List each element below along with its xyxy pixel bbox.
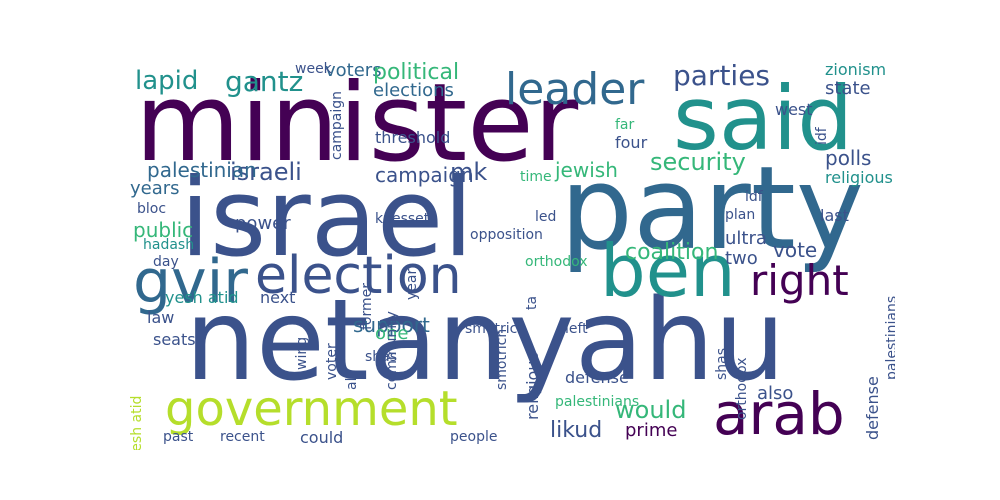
word-bank: knesset: [375, 211, 430, 227]
word-past: last: [820, 206, 849, 225]
word-coalition: coalition: [625, 240, 719, 265]
word-voter: year: [404, 268, 420, 300]
word-could: two: [725, 248, 758, 269]
word-former: community: [384, 311, 400, 390]
word-people: plan: [725, 207, 756, 223]
word-public: campaign: [375, 163, 474, 187]
word-ultra: west: [775, 100, 813, 119]
word-palestinian: next: [260, 288, 296, 307]
word-security: security: [650, 148, 746, 176]
word-opposition: shas: [714, 347, 730, 380]
word-threshold: zionism: [825, 60, 887, 79]
word-day: law: [147, 308, 175, 327]
word-israeli: israeli: [230, 158, 302, 186]
word-arab: arab: [713, 380, 845, 448]
word-vote: vote: [773, 238, 818, 262]
word-form: left: [565, 321, 588, 337]
word-ben: ben: [600, 229, 736, 313]
word-defense: defense: [863, 376, 882, 440]
word-likud: likud: [550, 418, 603, 443]
word-smotrich: could: [300, 428, 344, 447]
word-zionism: religious: [825, 168, 893, 187]
word-would: would: [615, 396, 687, 424]
word-jewish: jewish: [555, 158, 618, 182]
word-right: right: [750, 256, 849, 305]
word-two: idf: [814, 127, 830, 145]
word-ta: led: [535, 209, 557, 225]
word-week: day: [153, 254, 179, 270]
word-plan: far: [615, 117, 635, 133]
word-netanyahu: netanyahu: [185, 276, 786, 406]
word-voters: voters: [325, 60, 382, 81]
word-palestinians: palestinians: [884, 295, 895, 380]
word-turnout: former: [359, 282, 375, 330]
word-campaign: campaign: [329, 90, 345, 160]
word-yesh-atid: yesh atid: [129, 395, 145, 450]
word-support: bloc: [137, 201, 167, 217]
word-religious: religious: [523, 352, 542, 420]
word-west: hadash: [143, 237, 195, 253]
word-bloc: public: [133, 218, 194, 242]
word-said: said: [673, 67, 854, 170]
word-police: wing: [294, 336, 310, 370]
word-recent: idf: [745, 189, 763, 205]
word-far: palestinian: [147, 158, 257, 182]
word-idf: four: [615, 133, 648, 152]
word-al: shas: [365, 349, 398, 365]
word-israel: israel: [180, 156, 474, 281]
word-prime: prime: [625, 420, 678, 441]
word-next: seats: [153, 330, 196, 349]
word-led: past: [163, 429, 194, 445]
word-one: power: [235, 213, 291, 234]
word-elections: elections: [373, 80, 454, 101]
word-gantz: gantz: [225, 65, 304, 98]
word-election: election: [255, 246, 462, 306]
word-cloud: minister said israel party netanyahu ben…: [125, 60, 895, 450]
word-political: political: [373, 60, 460, 85]
word-state: state: [825, 78, 871, 99]
word-lapid: lapid: [135, 66, 199, 96]
word-even: orthodox: [525, 254, 588, 270]
word-wing: voter: [324, 343, 340, 380]
word-seats: support: [353, 313, 430, 337]
word-hadash: yesh atid: [165, 288, 239, 307]
word-minister: minister: [135, 61, 579, 186]
word-polls: polls: [825, 146, 872, 170]
word-voting: ta: [524, 295, 540, 310]
word-law: one: [375, 323, 409, 344]
word-last: ultra: [725, 228, 767, 249]
word-leader: leader: [505, 64, 645, 115]
word-power: years: [130, 178, 180, 199]
word-government: government: [165, 381, 458, 437]
word-may: defense: [565, 368, 629, 387]
word-orthodox: people: [450, 429, 498, 445]
word-shas: orthodox: [734, 357, 750, 420]
word-gvir: gvir: [133, 247, 248, 317]
word-time: threshold: [375, 128, 451, 147]
word-years: time: [520, 169, 552, 185]
word-knesset: smotrich: [494, 328, 510, 390]
word-year: smotrich: [465, 321, 527, 337]
word-parties: parties: [673, 60, 771, 92]
word-also: also: [757, 383, 794, 404]
word-us: palestinians: [555, 394, 640, 410]
word-left: recent: [220, 429, 265, 445]
word-mk: mk: [450, 158, 488, 186]
word-community: al: [344, 377, 360, 390]
word-party: party: [560, 142, 864, 276]
word-four: week: [295, 61, 332, 77]
word-haredi: opposition: [470, 227, 543, 243]
